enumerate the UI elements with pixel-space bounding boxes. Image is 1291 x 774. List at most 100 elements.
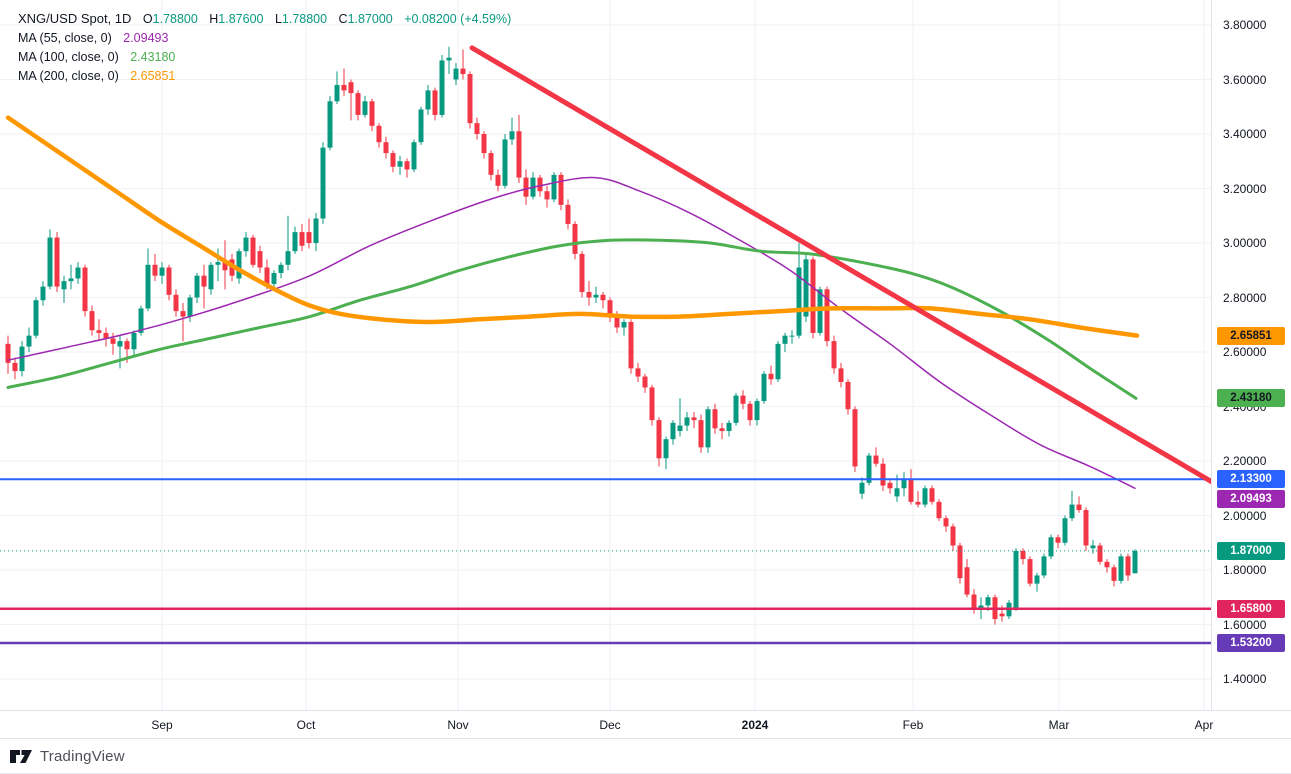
symbol-legend-row[interactable]: XNG/USD Spot, 1D O1.78800 H1.87600 L1.78… <box>18 9 511 28</box>
candle[interactable] <box>691 411 697 429</box>
candle[interactable] <box>1041 553 1047 579</box>
ma100-line[interactable] <box>6 238 1138 400</box>
candle[interactable] <box>236 248 242 284</box>
candle[interactable] <box>355 90 361 121</box>
candle[interactable] <box>89 305 95 336</box>
candle[interactable] <box>656 417 662 467</box>
candle[interactable] <box>19 341 25 377</box>
candle[interactable] <box>663 436 669 470</box>
candle[interactable] <box>684 411 690 432</box>
price-chart[interactable] <box>0 0 1211 710</box>
candle[interactable] <box>187 294 193 323</box>
candle[interactable] <box>40 281 46 306</box>
candle[interactable] <box>215 248 221 282</box>
candle[interactable] <box>530 172 536 200</box>
candle[interactable] <box>320 142 326 224</box>
candle[interactable] <box>950 523 956 551</box>
candle[interactable] <box>47 229 53 290</box>
candle[interactable] <box>922 485 928 508</box>
candle[interactable] <box>957 542 963 584</box>
candle[interactable] <box>54 232 60 293</box>
candle[interactable] <box>5 335 11 374</box>
candle[interactable] <box>278 262 284 279</box>
candle[interactable] <box>572 221 578 260</box>
candle[interactable] <box>313 213 319 252</box>
candle[interactable] <box>789 330 795 344</box>
candle[interactable] <box>880 458 886 491</box>
candle[interactable] <box>152 253 158 282</box>
ma200-legend-row[interactable]: MA (200, close, 0) 2.65851 <box>18 66 511 85</box>
time-axis[interactable]: Sep Oct Nov Dec 2024 Feb Mar Apr <box>0 710 1291 738</box>
candle[interactable] <box>131 330 137 358</box>
candle[interactable] <box>201 264 207 309</box>
candle[interactable] <box>873 447 879 467</box>
candle[interactable] <box>1090 540 1096 554</box>
candle[interactable] <box>390 150 396 173</box>
candle[interactable] <box>1097 542 1103 565</box>
candle[interactable] <box>299 223 305 252</box>
ma200-line[interactable] <box>5 115 1140 338</box>
candle[interactable] <box>943 515 949 532</box>
candle[interactable] <box>600 292 606 309</box>
candle[interactable] <box>838 362 844 388</box>
candle[interactable] <box>677 398 683 437</box>
ma55-legend-row[interactable]: MA (55, close, 0) 2.09493 <box>18 28 511 47</box>
candle[interactable] <box>327 95 333 151</box>
candle[interactable] <box>446 46 452 75</box>
candle[interactable] <box>33 297 39 339</box>
candle[interactable] <box>1069 490 1075 521</box>
candle[interactable] <box>586 281 592 306</box>
candle[interactable] <box>348 79 354 121</box>
candle[interactable] <box>376 123 382 148</box>
candle[interactable] <box>439 54 445 118</box>
candle[interactable] <box>467 71 473 129</box>
candle[interactable] <box>222 240 228 290</box>
candle[interactable] <box>208 262 214 295</box>
candle[interactable] <box>775 341 781 382</box>
candle[interactable] <box>453 63 459 85</box>
candle[interactable] <box>768 365 774 385</box>
candle[interactable] <box>845 379 851 415</box>
candle[interactable] <box>649 384 655 426</box>
candle[interactable] <box>383 136 389 159</box>
candle[interactable] <box>397 155 403 175</box>
candle[interactable] <box>285 215 291 271</box>
candle[interactable] <box>411 139 417 173</box>
candle[interactable] <box>1104 559 1110 573</box>
candle[interactable] <box>117 335 123 369</box>
candle[interactable] <box>908 469 914 505</box>
candle[interactable] <box>712 403 718 434</box>
candle[interactable] <box>915 490 921 508</box>
candle[interactable] <box>747 401 753 426</box>
candle[interactable] <box>488 150 494 181</box>
candle[interactable] <box>425 84 431 115</box>
candle[interactable] <box>593 286 599 303</box>
candle[interactable] <box>670 420 676 445</box>
candle[interactable] <box>831 335 837 374</box>
candle[interactable] <box>719 422 725 440</box>
candle[interactable] <box>1076 496 1082 513</box>
candle[interactable] <box>887 480 893 494</box>
candle[interactable] <box>145 248 151 312</box>
tradingview-brand-text[interactable]: TradingView <box>40 748 125 765</box>
candle[interactable] <box>495 169 501 192</box>
candle[interactable] <box>964 559 970 598</box>
candle[interactable] <box>341 68 347 96</box>
ma55-line[interactable] <box>7 176 1136 489</box>
candle[interactable] <box>404 158 410 178</box>
candle[interactable] <box>1013 548 1019 611</box>
candle[interactable] <box>1055 534 1061 549</box>
candle[interactable] <box>12 357 18 380</box>
candle[interactable] <box>558 172 564 211</box>
candle[interactable] <box>271 270 277 287</box>
candle[interactable] <box>817 286 823 336</box>
candle[interactable] <box>523 169 529 205</box>
tradingview-logo-icon[interactable] <box>10 749 33 764</box>
candle[interactable] <box>432 87 438 121</box>
candle[interactable] <box>26 327 32 352</box>
candle[interactable] <box>306 218 312 249</box>
candle[interactable] <box>565 199 571 230</box>
candle[interactable] <box>1125 553 1131 581</box>
candle[interactable] <box>166 264 172 301</box>
candle[interactable] <box>1027 556 1033 587</box>
